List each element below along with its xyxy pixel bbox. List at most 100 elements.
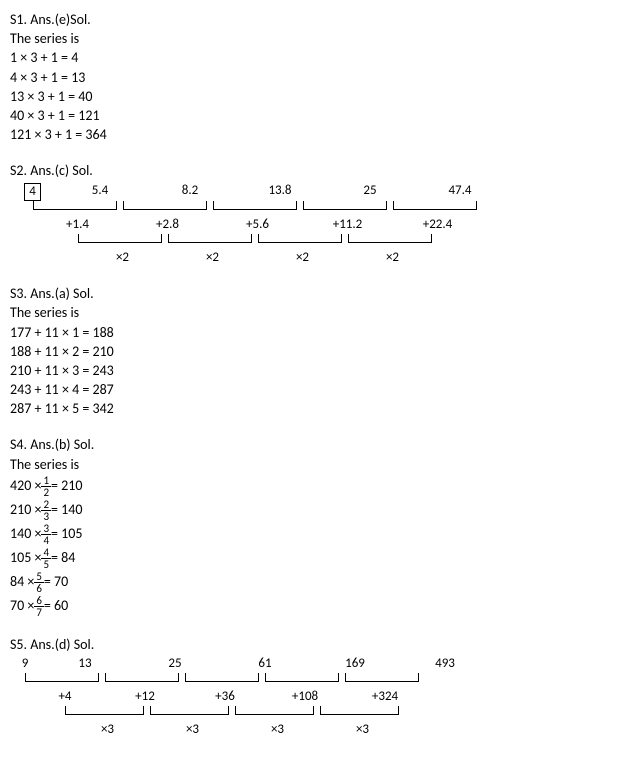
lhs: 84 × bbox=[10, 573, 34, 591]
diff-4: +324 bbox=[345, 689, 425, 706]
denominator: 2 bbox=[41, 487, 51, 498]
s1-line-1: 4 × 3 + 1 = 13 bbox=[10, 69, 644, 87]
s5-header: S5. Ans.(d) Sol. bbox=[10, 636, 644, 654]
boxed-value: 4 bbox=[24, 183, 41, 202]
fraction: 45 bbox=[41, 547, 51, 570]
rhs: = 70 bbox=[44, 573, 68, 591]
bracket bbox=[265, 673, 339, 682]
value-5: 47.4 bbox=[415, 183, 505, 202]
bracket bbox=[393, 201, 477, 210]
bracket bbox=[320, 706, 399, 715]
mult-0: ×3 bbox=[65, 722, 150, 739]
mult-row: ×3×3×3×3 bbox=[10, 718, 644, 739]
bracket bbox=[168, 234, 252, 243]
s1-header: S1. Ans.(e)Sol. bbox=[10, 11, 644, 29]
lhs: 70 × bbox=[10, 597, 34, 615]
rhs: = 60 bbox=[44, 597, 68, 615]
lhs: 140 × bbox=[10, 525, 41, 543]
s4-eq-4: 84 ×56 = 70 bbox=[10, 571, 644, 594]
fraction: 34 bbox=[41, 523, 51, 546]
s3-intro: The series is bbox=[10, 304, 644, 322]
rhs: = 105 bbox=[51, 525, 82, 543]
fraction: 23 bbox=[41, 499, 51, 522]
s1-section: S1. Ans.(e)Sol.The series is1 × 3 + 1 = … bbox=[10, 11, 644, 144]
mult-row: ×2×2×2×2 bbox=[10, 246, 644, 267]
s1-line-3: 40 × 3 + 1 = 121 bbox=[10, 107, 644, 125]
s3-line-4: 287 + 11 × 5 = 342 bbox=[10, 400, 644, 418]
denominator: 4 bbox=[41, 535, 51, 546]
diff-0: +4 bbox=[25, 689, 105, 706]
bracket bbox=[258, 234, 342, 243]
s4-eq-2: 140 ×34 = 105 bbox=[10, 523, 644, 546]
mult-1: ×3 bbox=[150, 722, 235, 739]
diff-row: +4+12+36+108+324 bbox=[10, 685, 644, 706]
bracket bbox=[25, 673, 99, 682]
diff-0: +1.4 bbox=[33, 217, 123, 234]
mult-0: ×2 bbox=[78, 250, 168, 267]
bracket bbox=[303, 201, 387, 210]
s1-line-4: 121 × 3 + 1 = 364 bbox=[10, 126, 644, 144]
fraction: 67 bbox=[34, 595, 44, 618]
bracket bbox=[348, 234, 432, 243]
diff-4: +22.4 bbox=[393, 217, 483, 234]
s4-header: S4. Ans.(b) Sol. bbox=[10, 436, 644, 454]
diff-2: +5.6 bbox=[213, 217, 303, 234]
s4-eq-3: 105 ×45 = 84 bbox=[10, 547, 644, 570]
bracket bbox=[213, 201, 297, 210]
mult-3: ×3 bbox=[320, 722, 405, 739]
s3-line-1: 188 + 11 × 2 = 210 bbox=[10, 343, 644, 361]
bracket bbox=[123, 201, 207, 210]
value-1: 5.4 bbox=[55, 183, 145, 202]
bracket-row-2 bbox=[10, 706, 644, 718]
mult-2: ×2 bbox=[258, 250, 348, 267]
bracket bbox=[150, 706, 229, 715]
fraction: 56 bbox=[34, 571, 44, 594]
denominator: 3 bbox=[41, 511, 51, 522]
bracket bbox=[78, 234, 162, 243]
bracket-row-1 bbox=[10, 201, 644, 213]
s3-header: S3. Ans.(a) Sol. bbox=[10, 285, 644, 303]
s3-line-0: 177 + 11 × 1 = 188 bbox=[10, 324, 644, 342]
s4-intro: The series is bbox=[10, 456, 644, 474]
s3-section: S3. Ans.(a) Sol.The series is 177 + 11 × … bbox=[10, 285, 644, 418]
s4-eq-5: 70 ×67 = 60 bbox=[10, 595, 644, 618]
mult-2: ×3 bbox=[235, 722, 320, 739]
bracket bbox=[65, 706, 144, 715]
diff-1: +2.8 bbox=[123, 217, 213, 234]
s3-line-2: 210 + 11 × 3 = 243 bbox=[10, 362, 644, 380]
s2-diagram: 45.48.213.82547.4+1.4+2.8+5.6+11.2+22.4×… bbox=[10, 183, 644, 268]
value-2: 25 bbox=[130, 656, 220, 673]
bracket bbox=[33, 201, 117, 210]
value-5: 493 bbox=[400, 656, 490, 673]
bracket bbox=[105, 673, 179, 682]
diff-3: +11.2 bbox=[303, 217, 393, 234]
s1-line-2: 13 × 3 + 1 = 40 bbox=[10, 88, 644, 106]
s1-intro: The series is bbox=[10, 30, 644, 48]
s5-section: S5. Ans.(d) Sol.9132561169493+4+12+36+10… bbox=[10, 636, 644, 739]
bracket-row-1 bbox=[10, 673, 644, 685]
value-3: 61 bbox=[220, 656, 310, 673]
diff-3: +108 bbox=[265, 689, 345, 706]
fraction: 12 bbox=[41, 475, 51, 498]
denominator: 6 bbox=[34, 583, 44, 594]
bracket bbox=[235, 706, 314, 715]
s5-diagram: 9132561169493+4+12+36+108+324×3×3×3×3 bbox=[10, 656, 644, 739]
lhs: 105 × bbox=[10, 549, 41, 567]
bracket bbox=[185, 673, 259, 682]
s2-section: S2. Ans.(c) Sol.45.48.213.82547.4+1.4+2.… bbox=[10, 162, 644, 267]
s2-header: S2. Ans.(c) Sol. bbox=[10, 162, 644, 180]
mult-3: ×2 bbox=[348, 250, 438, 267]
denominator: 7 bbox=[34, 607, 44, 618]
rhs: = 140 bbox=[51, 501, 82, 519]
diff-row: +1.4+2.8+5.6+11.2+22.4 bbox=[10, 213, 644, 234]
value-4: 169 bbox=[310, 656, 400, 673]
top-values-row: 9132561169493 bbox=[10, 656, 644, 673]
rhs: = 210 bbox=[51, 477, 82, 495]
s4-eq-1: 210 ×23 = 140 bbox=[10, 499, 644, 522]
s4-eq-0: 420 ×12 = 210 bbox=[10, 475, 644, 498]
mult-1: ×2 bbox=[168, 250, 258, 267]
s3-line-3: 243 + 11 × 4 = 287 bbox=[10, 381, 644, 399]
bracket-row-2 bbox=[10, 234, 644, 246]
value-0: 9 bbox=[10, 656, 40, 673]
lhs: 420 × bbox=[10, 477, 41, 495]
